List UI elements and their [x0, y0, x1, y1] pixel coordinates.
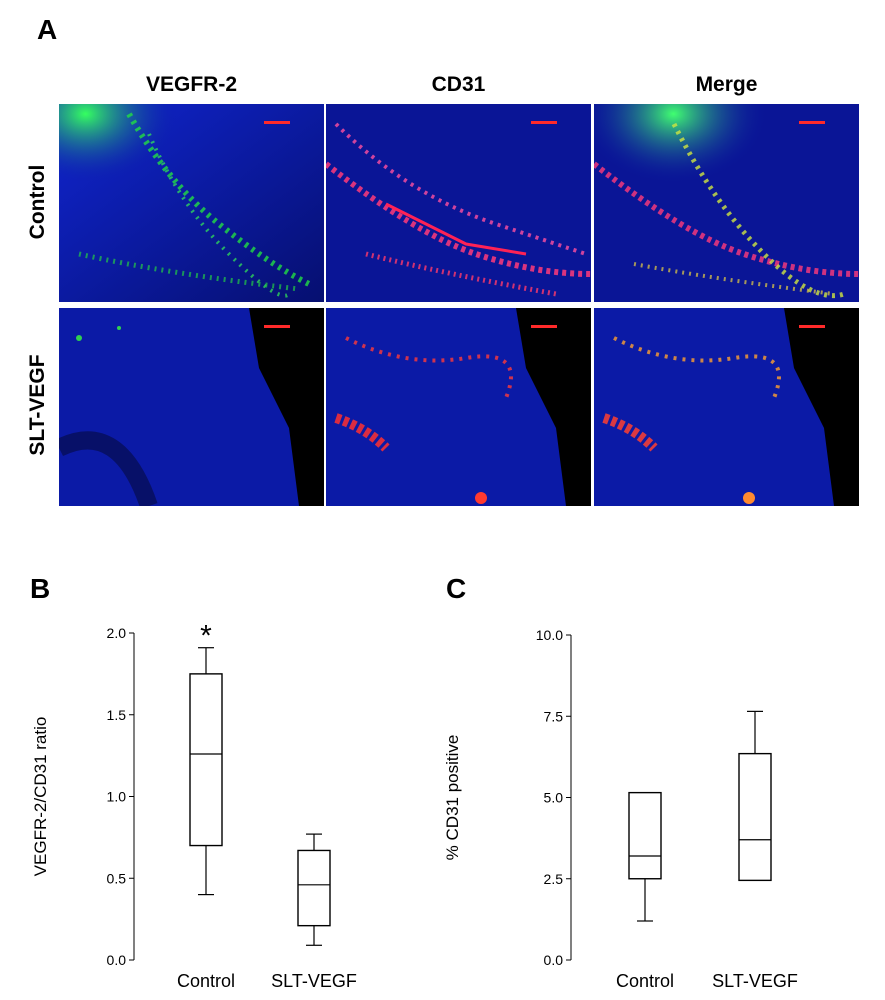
panel-b-label: B: [30, 573, 51, 604]
x-category-label: Control: [616, 971, 674, 991]
x-category-label: SLT-VEGF: [712, 971, 798, 991]
panel-a-label: A: [37, 14, 58, 45]
column-header-cd31: CD31: [431, 73, 486, 96]
y-tick-label: 2.5: [544, 871, 564, 887]
row-header-control: Control: [26, 164, 49, 240]
y-tick-label: 1.0: [107, 789, 127, 805]
y-tick-label: 0.0: [544, 952, 564, 968]
micrograph-control-vegfr2: [59, 104, 324, 302]
box-control: [628, 791, 662, 880]
scale-bar: [531, 325, 557, 328]
y-tick-label: 1.5: [107, 707, 127, 723]
column-header-merge: Merge: [695, 73, 758, 96]
scale-bar: [264, 121, 290, 124]
boxplot-cd31-positive: 0.0 2.5 5.0 7.5 10.0 % CD31 positive Control SL…: [443, 627, 798, 991]
scale-bar: [799, 121, 825, 124]
micrograph-slt-vegf-merge: [594, 308, 859, 506]
scale-bar: [531, 121, 557, 124]
y-tick-label: 5.0: [544, 790, 564, 806]
column-header-vegfr2: VEGFR-2: [145, 73, 237, 96]
scale-bar: [264, 325, 290, 328]
box-slt-vegf: [297, 849, 331, 927]
micrograph-control-merge: [594, 104, 859, 302]
y-tick-label: 0.0: [107, 952, 127, 968]
y-axis-label: % CD31 positive: [443, 735, 462, 861]
box-slt-vegf: [738, 752, 772, 882]
boxplot-vegfr2-cd31-ratio: 0.0 0.5 1.0 1.5 2.0 VEGFR-2/CD31 ratio Control…: [31, 620, 357, 991]
micrograph-slt-vegf-vegfr2: [59, 308, 324, 506]
panel-c-label: C: [446, 573, 467, 604]
micrograph-control-cd31: [326, 104, 591, 302]
y-tick-label: 2.0: [107, 625, 127, 641]
box-control: [189, 673, 223, 847]
scale-bar: [799, 325, 825, 328]
significance-marker: *: [200, 620, 212, 653]
row-header-slt-vegf: SLT-VEGF: [26, 354, 49, 456]
x-category-label: SLT-VEGF: [271, 971, 357, 991]
y-tick-label: 7.5: [544, 708, 564, 724]
micrograph-slt-vegf-cd31: [326, 308, 591, 506]
y-tick-label: 0.5: [107, 870, 127, 886]
x-category-label: Control: [177, 971, 235, 991]
y-tick-label: 10.0: [536, 627, 563, 643]
y-axis-label: VEGFR-2/CD31 ratio: [31, 717, 50, 877]
